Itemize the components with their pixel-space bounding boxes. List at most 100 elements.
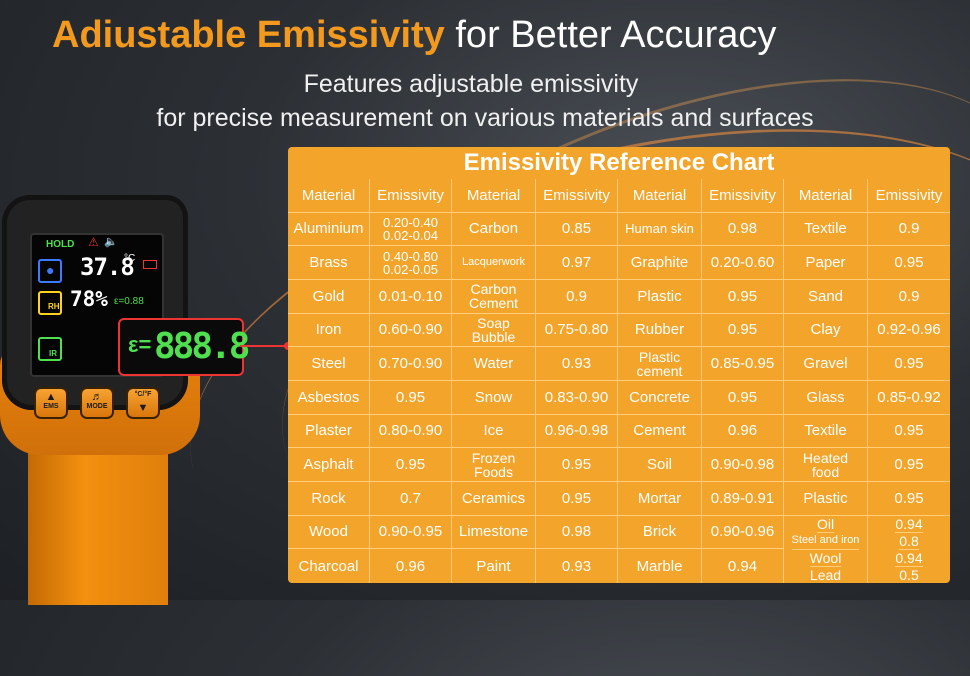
ir-thermometer-icon: IR (38, 337, 62, 361)
emissivity-cell: 0.85-0.92 (868, 381, 950, 415)
material-cell: Cement (618, 414, 702, 449)
emissivity-cell: 0.93 (536, 549, 618, 583)
emissivity-callout: ε= 888.8 (118, 318, 250, 376)
material-cell: Asbestos (288, 381, 370, 415)
material-cell: Plaster (288, 414, 370, 449)
material-cell: Wool (809, 549, 842, 567)
material-cell: Brass (288, 246, 370, 280)
emissivity-cell: 0.95 (702, 280, 784, 314)
material-cell: Steel and iron (791, 533, 860, 550)
emissivity-cell: 0.98 (536, 515, 618, 550)
emissivity-readout: ε=0.88 (114, 296, 144, 307)
material-cell: Frozen Foods (452, 448, 536, 482)
emissivity-cell: 0.92-0.96 (868, 314, 950, 348)
emissivity-cell: 0.96-0.98 (536, 414, 618, 449)
emissivity-cell: 0.83-0.90 (536, 381, 618, 415)
material-cell: Plastic (784, 482, 868, 516)
emissivity-cell: 0.94 (895, 515, 923, 533)
emissivity-cell: 0.20-0.40 0.02-0.04 (370, 212, 452, 247)
emissivity-cell: 0.95 (868, 482, 950, 516)
emissivity-cell: 0.9 (868, 213, 950, 247)
chart-title: Emissivity Reference Chart (463, 149, 775, 176)
emissivity-cell: 0.96 (702, 414, 784, 449)
emissivity-cell: 0.85 (536, 212, 618, 247)
material-cell: Steel (288, 347, 370, 381)
material-cell: Human skin (618, 212, 702, 247)
mode-button[interactable]: ♬ MODE (80, 387, 114, 419)
emissivity-cell: 0.90-0.95 (370, 515, 452, 550)
material-cell: Concrete (618, 381, 702, 415)
material-cell: Textile (784, 414, 868, 449)
emissivity-cell: 0.95 (536, 448, 618, 482)
header-emissivity: Emissivity (868, 179, 950, 213)
emissivity-cell: 0.95 (868, 415, 950, 449)
header-emissivity: Emissivity (702, 179, 784, 213)
up-triangle-icon: ▲ (45, 391, 57, 403)
material-cell: Charcoal (288, 549, 370, 583)
emissivity-reference-chart: Emissivity Reference Chart Material Emis… (288, 147, 950, 583)
humidity-icon: RH (38, 291, 62, 315)
material-cell: Paper (784, 246, 868, 280)
temperature-unit: °C (124, 253, 136, 264)
temperature-readout: 37.8 (80, 253, 135, 281)
emissivity-cell: 0.96 (370, 549, 452, 583)
callout-digits: 888.8 (154, 326, 250, 367)
emissivity-cell: 0.40-0.80 0.02-0.05 (370, 246, 452, 280)
material-cell: Carbon Cement (452, 280, 536, 314)
emissivity-cell: 0.94 (895, 549, 923, 567)
emissivity-cell: 0.01-0.10 (370, 280, 452, 314)
material-cell: Aluminium (288, 212, 370, 247)
header-material: Material (288, 179, 370, 213)
material-cell: Ceramics (452, 482, 536, 516)
emissivity-cell: 0.95 (868, 448, 950, 482)
material-cell: Soil (618, 448, 702, 482)
material-cell: Oil (816, 515, 835, 533)
emissivity-cell: 0.95 (536, 482, 618, 516)
emissivity-cell: 0.9 (868, 280, 950, 314)
header-material: Material (784, 179, 868, 213)
material-cell: Sand (784, 280, 868, 314)
battery-icon (143, 260, 157, 269)
unit-button-label: °C/°F (134, 391, 152, 398)
emissivity-cell: 0.95 (702, 381, 784, 415)
epsilon-symbol: ε= (128, 332, 152, 357)
emissivity-cell: 0.89-0.91 (702, 482, 784, 516)
material-cell: Iron (288, 313, 370, 348)
headline-highlight: Adiustable Emissivity (52, 14, 445, 56)
ir-label: IR (49, 349, 57, 358)
humidity-readout: 78% (70, 287, 108, 311)
subtitle-line2: for precise measurement on various mater… (156, 104, 814, 132)
emissivity-cell: 0.93 (536, 347, 618, 381)
material-cell: Gold (288, 280, 370, 314)
emissivity-cell: 0.5 (899, 566, 919, 583)
material-cell: Rubber (618, 313, 702, 348)
material-cell: Graphite (618, 246, 702, 280)
emissivity-cell: 0.20-0.60 (702, 246, 784, 280)
material-cell: Paint (452, 549, 536, 583)
emissivity-cell: 0.95 (370, 448, 452, 482)
emissivity-cell: 0.95 (370, 381, 452, 415)
emissivity-cell: 0.9 (536, 280, 618, 314)
stacked-emissivity-cell: 0.94 0.8 0.94 0.5 (868, 516, 950, 583)
emissivity-cell: 0.94 (702, 549, 784, 583)
emissivity-cell: 0.90-0.96 (702, 515, 784, 550)
stacked-material-cell: Oil Steel and iron Wool Lead (784, 515, 868, 583)
material-cell: Textile (784, 212, 868, 247)
unit-button[interactable]: ▼ °C/°F (126, 387, 160, 419)
material-cell: Marble (618, 549, 702, 583)
material-cell: Brick (618, 515, 702, 550)
down-triangle-icon: ▼ (137, 402, 149, 414)
material-cell: Gravel (784, 347, 868, 381)
header-emissivity: Emissivity (370, 179, 452, 213)
mode-button-label: MODE (86, 403, 108, 410)
ems-button-label: EMS (43, 403, 59, 410)
ems-button[interactable]: ▲ EMS (34, 387, 68, 419)
emissivity-cell: 0.98 (702, 212, 784, 247)
material-cell: Ice (452, 414, 536, 449)
emissivity-cell: 0.95 (868, 347, 950, 381)
emissivity-cell: 0.80-0.90 (370, 414, 452, 449)
material-cell: Heated food (784, 448, 868, 482)
thermometer-device: HOLD ⚠ 🔈 ● 37.8 °C RH 78% ε=0.88 IR ▲ EMS… (0, 195, 200, 605)
subtitle-line1: Features adjustable emissivity (303, 70, 639, 98)
emissivity-cell: 0.97 (536, 246, 618, 280)
